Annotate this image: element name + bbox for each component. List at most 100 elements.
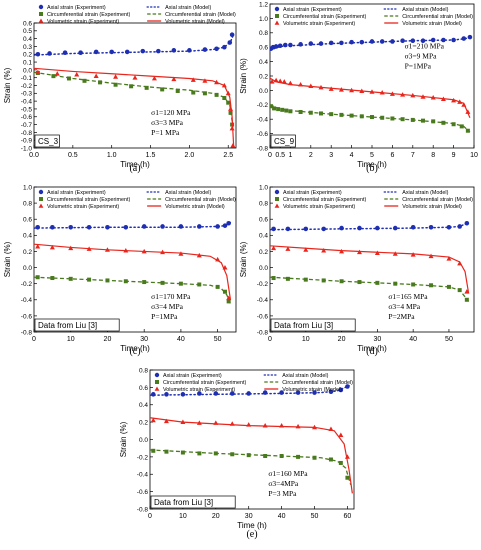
y-tick-label: 1.0 [259,16,268,23]
y-tick-label: 0.0 [23,67,32,74]
panel-e: 0 10 20 30 40 50 60 -0.8 -0.6 -0.4 -0.2 0.0 0.2 0.4 0.… [119,367,355,540]
circumferential-experiment-point [160,280,165,285]
volumetric-experiment-point [295,423,301,429]
x-tick-label: 1.5 [146,152,156,159]
x-tick-label: 50 [311,513,319,520]
legend-label: Circumferential strain (Model) [402,197,473,203]
legend-label: Axial strain (Experiment) [47,190,106,196]
circumferential-experiment-point [226,299,231,304]
dataset-tag: Data from Liu [3] [38,321,97,330]
annotation-line: σ3=9 MPa [405,52,437,61]
vol-model-line [270,245,470,294]
x-tick-label: 9 [452,152,456,159]
circumferential-experiment-point [68,276,73,281]
axial-model-line [270,35,473,51]
annotation-line: σ3=3 MPa [151,118,183,127]
y-tick-label: 0.2 [139,420,148,427]
y-tick-label: -0.6 [257,131,269,138]
panel-caption: (a) [129,163,140,174]
x-tick-label: 0.5 [275,152,285,159]
legend-label: Axial strain (Model) [402,7,448,13]
circumferential-experiment-point [349,113,354,118]
x-tick-label: 0.5 [68,152,78,159]
y-tick-label: -0.2 [257,102,269,109]
x-axis-label: Time (h) [120,160,150,169]
panel-caption: (c) [129,346,140,357]
y-tick-label: 0.0 [259,88,268,95]
x-tick-label: 3 [329,152,333,159]
x-tick-label: 20 [104,336,112,343]
circumferential-experiment-point [164,449,169,454]
circumferential-experiment-point [226,100,231,105]
series-layer [34,32,236,148]
circumferential-experiment-point [270,104,274,109]
y-tick-label: 0.8 [139,367,148,374]
circ-model-line [34,71,234,127]
x-tick-label: 10 [470,152,478,159]
annotation-line: σ3=4 MPa [388,302,420,311]
circumferential-experiment-point [51,74,56,79]
volumetric-experiment-point [74,71,80,77]
y-tick-label: 0.0 [23,265,32,272]
series-layer [270,34,473,133]
volumetric-experiment-point [35,69,41,75]
y-tick-label: 0.6 [259,217,268,224]
legend-label: Volumetric strain (Model) [165,204,225,210]
x-tick-label: 20 [338,336,346,343]
x-tick-label: 4 [350,152,354,159]
legend-marker-volumetric [154,386,160,391]
volumetric-experiment-point [151,75,157,81]
circumferential-experiment-point [441,120,446,125]
circumferential-experiment-point [82,78,87,83]
volumetric-experiment-point [54,71,60,76]
circumferential-experiment-point [298,110,303,114]
y-tick-label: 0.6 [259,45,268,52]
volumetric-experiment-point [113,74,119,79]
legend-label: Axial strain (Experiment) [163,373,222,379]
y-tick-label: -0.7 [21,122,33,129]
x-axis-label: Time (h) [357,344,387,353]
panel-a: 0.0 0.5 1.0 1.5 2.0 2.5-1.0-0.9-0.8-0.7-0.6-0… [3,4,237,174]
legend-label: Axial strain (Model) [282,373,328,379]
annotation-line: P=1MPa [405,62,432,71]
x-tick-label: 50 [214,336,222,343]
axial-experiment-point [410,224,416,230]
circumferential-experiment-point [421,118,425,123]
circumferential-experiment-point [178,281,183,286]
y-tick-label: -0.4 [257,297,269,304]
y-tick-label: -0.8 [137,506,149,513]
circumferential-experiment-point [357,280,362,285]
legend-label: Axial strain (Model) [402,190,448,196]
x-tick-label: 2.5 [223,152,233,159]
y-tick-label: 1.0 [259,184,268,191]
circumferential-experiment-point [276,107,281,112]
circumferential-experiment-point [142,280,147,285]
volumetric-experiment-point [285,246,291,251]
volumetric-experiment-point [230,143,236,148]
volumetric-experiment-point [49,244,55,250]
x-tick-label: 10 [179,513,187,520]
x-tick-label: 50 [445,336,453,343]
legend-label: Volumetric strain (Experiment) [47,204,119,210]
legend: Axial strain (Experiment) Axial strain (M… [274,6,473,27]
x-tick-label: 7 [411,152,415,159]
volumetric-experiment-point [271,245,277,251]
x-tick-label: 30 [140,336,148,343]
x-tick-label: 0.0 [29,152,39,159]
circumferential-experiment-point [285,276,290,281]
axial-experiment-point [339,225,344,231]
axial-model-line [150,384,350,396]
x-tick-label: 1 [288,152,292,159]
legend: Axial strain (Experiment) Axial strain (M… [274,189,473,210]
circumferential-experiment-point [202,91,207,96]
vol-model-line [34,243,232,300]
circumferential-experiment-point [222,289,227,294]
legend-marker-axial [38,189,44,195]
x-tick-label: 0 [268,336,272,343]
circumferential-experiment-point [144,85,149,90]
panel-caption: (d) [366,346,378,357]
circumferential-experiment-point [113,82,118,87]
y-tick-label: -0.6 [21,114,33,121]
legend-label: Circumferential strain (Experiment) [283,14,366,20]
